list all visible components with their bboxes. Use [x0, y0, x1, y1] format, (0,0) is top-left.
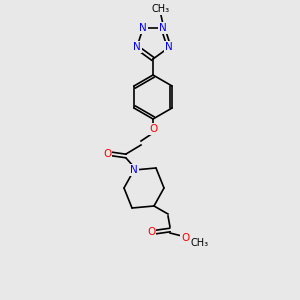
Text: O: O: [149, 124, 157, 134]
Text: O: O: [181, 233, 189, 243]
Text: N: N: [130, 165, 138, 175]
Text: N: N: [159, 23, 167, 33]
Text: N: N: [165, 42, 173, 52]
Text: O: O: [103, 149, 111, 159]
Text: N: N: [133, 42, 141, 52]
Text: N: N: [139, 23, 147, 33]
Text: CH₃: CH₃: [152, 4, 170, 14]
Text: CH₃: CH₃: [191, 238, 209, 248]
Text: O: O: [147, 227, 155, 237]
